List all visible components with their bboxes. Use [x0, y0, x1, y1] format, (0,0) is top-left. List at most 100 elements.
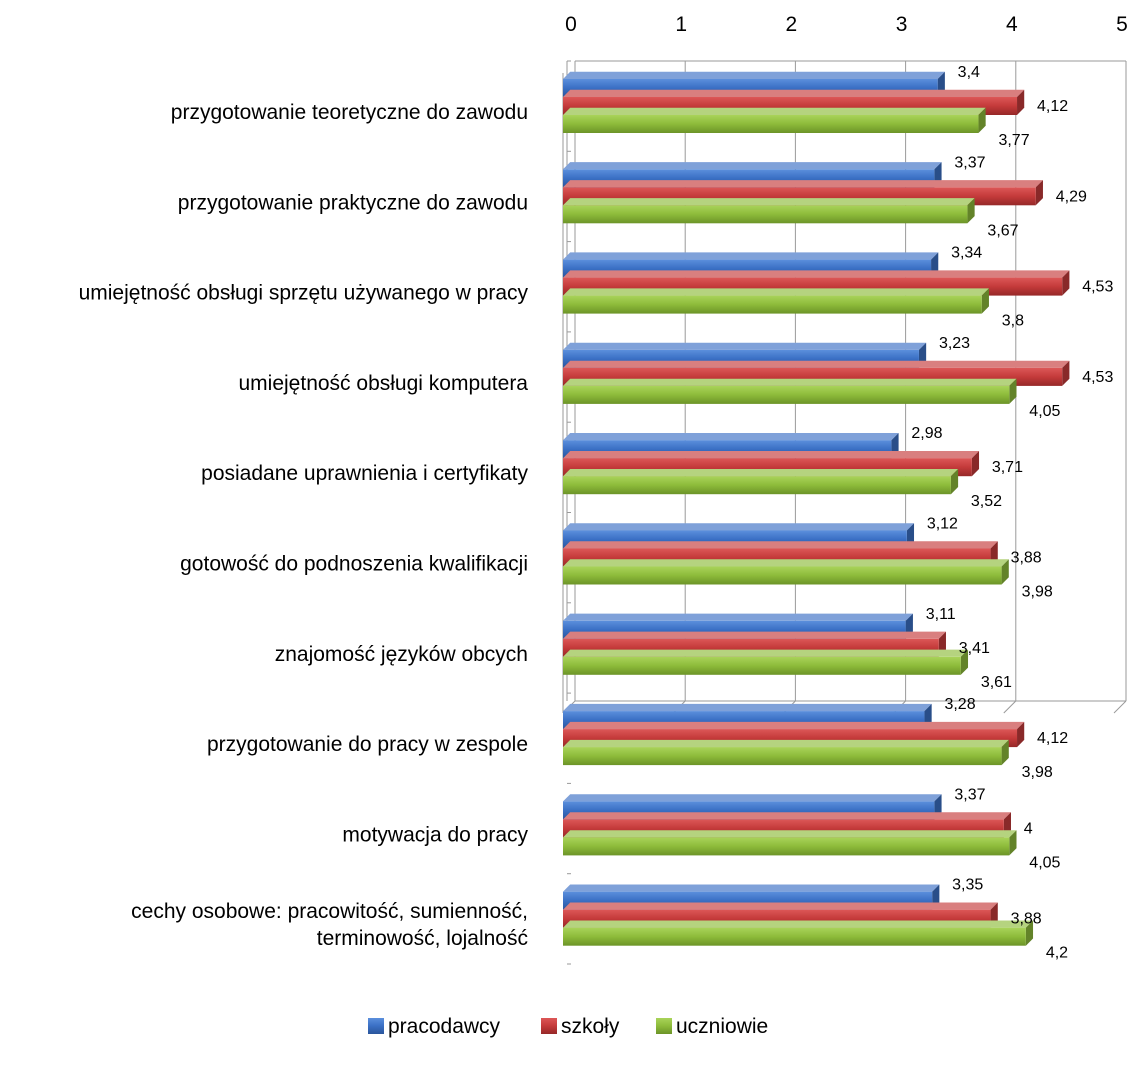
data-label: 3,11 — [926, 606, 956, 623]
bar-end-face — [1035, 180, 1043, 206]
data-label: 3,67 — [987, 222, 1018, 239]
floor-tick — [1113, 700, 1127, 714]
data-label: 3,37 — [954, 154, 985, 171]
x-tick-label: 5 — [1116, 13, 1127, 36]
data-label: 3,12 — [927, 516, 958, 533]
bar-end-face — [950, 469, 959, 495]
category-label: przygotowanie teoretyczne do zawodu — [171, 101, 528, 124]
bar-uczniowie — [563, 469, 959, 495]
bar-top-face — [563, 649, 969, 657]
bar-top-face — [563, 794, 942, 802]
bar-top-face — [563, 631, 946, 639]
bar-top-face — [563, 902, 998, 910]
data-label: 3,88 — [1011, 550, 1042, 567]
data-label: 3,41 — [959, 640, 990, 657]
data-label: 4,05 — [1029, 403, 1060, 420]
x-tick-label: 3 — [896, 13, 908, 36]
bar-uczniowie — [563, 830, 1017, 856]
data-label: 4,12 — [1037, 98, 1068, 115]
bar-end-face — [967, 198, 975, 224]
category-label: terminowość, lojalność — [317, 927, 528, 950]
bar-uczniowie — [563, 649, 969, 675]
bar-top-face — [563, 451, 980, 459]
bar-top-face — [563, 360, 1070, 368]
legend-swatch-szkoły — [541, 1018, 557, 1034]
bar-top-face — [563, 541, 998, 549]
bar-top-face — [563, 107, 986, 115]
bar-top-face — [563, 270, 1070, 278]
bar-end-face — [1062, 360, 1070, 386]
legend-swatch-uczniowie — [656, 1018, 672, 1034]
bar-end-face — [1001, 559, 1009, 585]
data-label: 3,88 — [1011, 911, 1042, 928]
bar-top-face — [563, 71, 945, 79]
bar-uczniowie — [563, 288, 989, 314]
bar-top-face — [563, 523, 915, 531]
bar-end-face — [1001, 739, 1009, 766]
bar-top-face — [563, 613, 913, 621]
category-label: gotowość do podnoszenia kwalifikacji — [180, 553, 528, 576]
bar-end-face — [1025, 920, 1034, 946]
data-label: 3,61 — [981, 674, 1012, 691]
data-label: 4 — [1024, 820, 1033, 837]
data-label: 4,53 — [1082, 279, 1113, 296]
bar-end-face — [971, 451, 980, 477]
data-label: 4,53 — [1082, 369, 1113, 386]
data-label: 4,29 — [1056, 188, 1087, 205]
bar-end-face — [1062, 270, 1070, 296]
x-tick-label: 4 — [1006, 13, 1018, 36]
bar-end-face — [978, 107, 986, 133]
legend-swatch-pracodawcy — [368, 1018, 384, 1034]
bar-front-face — [563, 476, 951, 495]
data-label: 4,05 — [1029, 854, 1060, 871]
bar-uczniowie — [563, 920, 1034, 946]
bar-end-face — [1017, 721, 1025, 748]
bar-top-face — [563, 721, 1025, 730]
category-label: umiejętność obsługi sprzętu używanego w … — [79, 282, 529, 305]
bar-front-face — [563, 295, 982, 314]
category-label: umiejętność obsługi komputera — [239, 372, 529, 395]
legend-label-szkoły: szkoły — [561, 1015, 620, 1038]
bar-top-face — [563, 433, 899, 441]
bar-front-face — [563, 566, 1002, 585]
bar-top-face — [563, 252, 939, 260]
category-label: motywacja do pracy — [342, 823, 528, 846]
bar-top-face — [563, 703, 932, 712]
bar-end-face — [981, 288, 989, 314]
legend-label-pracodawcy: pracodawcy — [388, 1015, 501, 1038]
category-label: posiadane uprawnienia i certyfikaty — [201, 462, 528, 485]
bar-uczniowie — [563, 739, 1009, 766]
bar-end-face — [1017, 89, 1025, 115]
data-label: 3,28 — [944, 696, 975, 713]
bar-front-face — [563, 205, 968, 224]
bar-top-face — [563, 198, 975, 206]
bar-uczniowie — [563, 107, 986, 133]
data-label: 3,35 — [952, 877, 983, 894]
bar-top-face — [563, 830, 1017, 838]
data-label: 3,34 — [951, 245, 982, 262]
bar-top-face — [563, 469, 959, 477]
bar-front-face — [563, 747, 1002, 766]
category-label: przygotowanie praktyczne do zawodu — [178, 191, 528, 214]
bar-front-face — [563, 927, 1026, 946]
bar-front-face — [563, 656, 961, 675]
bar-top-face — [563, 180, 1043, 188]
bar-uczniowie — [563, 198, 975, 224]
floor-tick — [1003, 700, 1017, 714]
data-label: 3,77 — [998, 132, 1029, 149]
data-label: 3,71 — [992, 459, 1023, 476]
bar-top-face — [563, 162, 942, 170]
x-tick-label: 2 — [786, 13, 798, 36]
bar-end-face — [1009, 378, 1017, 404]
bar-end-face — [960, 649, 969, 675]
data-label: 3,37 — [954, 786, 985, 803]
data-label: 4,2 — [1046, 945, 1068, 962]
bar-top-face — [563, 89, 1025, 97]
data-label: 3,8 — [1002, 313, 1024, 330]
data-label: 3,98 — [1022, 584, 1053, 601]
data-label: 3,52 — [971, 493, 1002, 510]
data-label: 2,98 — [911, 425, 942, 442]
category-label: cechy osobowe: pracowitość, sumienność, — [131, 900, 528, 923]
data-label: 3,4 — [958, 64, 980, 81]
